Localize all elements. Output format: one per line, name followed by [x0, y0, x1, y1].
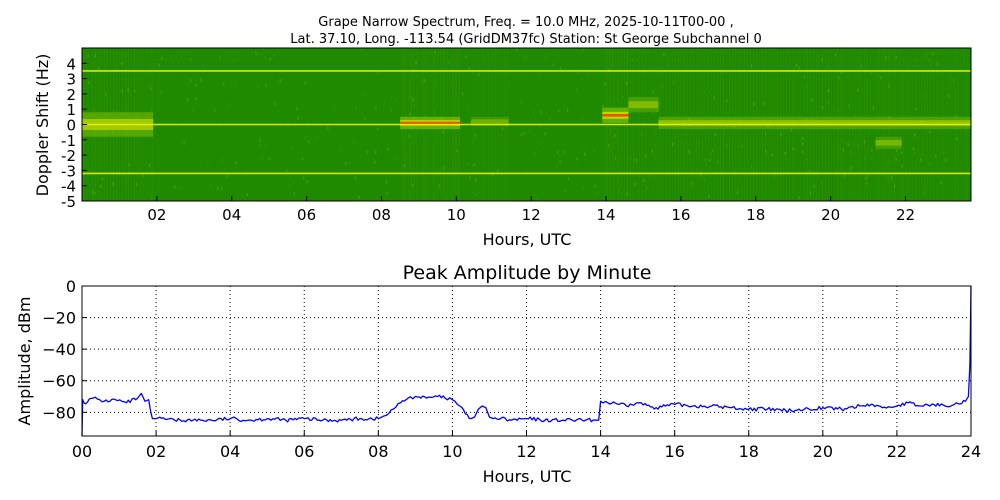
spectrogram-y-tick-label: 1 [66, 101, 76, 119]
spectrogram-x-ticks: 02 04 06 08 10 12 14 16 18 20 22 [147, 196, 915, 224]
spectrogram-y-tick-label: -5 [61, 193, 76, 211]
spectrogram-x-label: Hours, UTC [483, 230, 572, 249]
spectrogram-y-tick-label: -1 [61, 132, 76, 150]
amplitude-y-tick-label: 0 [66, 277, 76, 296]
spectrogram-x-tick-label: 16 [671, 206, 690, 224]
amplitude-x-ticks: 00 02 04 06 08 10 12 14 16 18 20 22 24 [72, 431, 981, 461]
spectrogram-x-tick-label: 18 [746, 206, 765, 224]
amplitude-x-tick-label: 10 [442, 442, 462, 461]
amplitude-series-line [81, 285, 972, 437]
amplitude-x-tick-label: 12 [516, 442, 536, 461]
figure-title-line2: Lat. 37.10, Long. -113.54 (GridDM37fc) S… [290, 32, 761, 47]
amplitude-grid [82, 286, 971, 436]
spectrogram-x-tick-label: 06 [297, 206, 316, 224]
spectrogram-y-tick-label: 3 [66, 71, 76, 89]
amplitude-title: Peak Amplitude by Minute [403, 262, 652, 284]
amplitude-y-tick-label: −40 [42, 340, 76, 359]
amplitude-x-label: Hours, UTC [483, 467, 572, 486]
spectrogram-y-tick-label: 4 [66, 55, 76, 73]
amplitude-x-tick-label: 02 [146, 442, 166, 461]
amplitude-x-tick-label: 22 [887, 442, 907, 461]
spectrogram-x-tick-label: 14 [596, 206, 615, 224]
amplitude-y-label: Amplitude, dBm [15, 297, 34, 426]
spectrogram-x-tick-label: 10 [447, 206, 466, 224]
spectrogram-y-tick-label: -4 [61, 178, 76, 196]
amplitude-x-tick-label: 08 [368, 442, 388, 461]
spectrogram-x-tick-label: 04 [222, 206, 241, 224]
spectrogram-y-label: Doppler Shift (Hz) [33, 54, 52, 197]
spectrogram-y-tick-label: -2 [61, 147, 76, 165]
spectrogram-x-tick-label: 22 [896, 206, 915, 224]
amplitude-y-tick-label: −60 [42, 372, 76, 391]
spectrogram-y-tick-label: 2 [66, 86, 76, 104]
amplitude-x-tick-label: 24 [961, 442, 981, 461]
spectrogram-x-tick-label: 02 [147, 206, 166, 224]
amplitude-x-tick-label: 18 [739, 442, 759, 461]
amplitude-x-tick-label: 14 [590, 442, 610, 461]
amplitude-chart: Peak Amplitude by Minute 00 02 04 06 08 10 12 1… [15, 262, 981, 486]
amplitude-y-ticks: 0 −20 −40 −60 −80 [42, 277, 87, 422]
spectrogram-plot-area [82, 48, 971, 201]
figure-title-line1: Grape Narrow Spectrum, Freq. = 10.0 MHz,… [318, 15, 733, 30]
spectrogram-x-tick-label: 08 [372, 206, 391, 224]
amplitude-y-tick-label: −80 [42, 403, 76, 422]
amplitude-x-tick-label: 16 [664, 442, 684, 461]
amplitude-x-tick-label: 06 [294, 442, 314, 461]
amplitude-y-tick-label: −20 [42, 309, 76, 328]
spectrogram-y-tick-label: -3 [61, 162, 76, 180]
amplitude-frame [81, 285, 972, 437]
spectrogram-x-tick-label: 12 [522, 206, 541, 224]
spectrogram-y-tick-label: 0 [66, 117, 76, 135]
amplitude-x-tick-label: 00 [72, 442, 92, 461]
amplitude-x-tick-label: 04 [220, 442, 240, 461]
spectrogram-x-tick-label: 20 [821, 206, 840, 224]
amplitude-x-tick-label: 20 [813, 442, 833, 461]
